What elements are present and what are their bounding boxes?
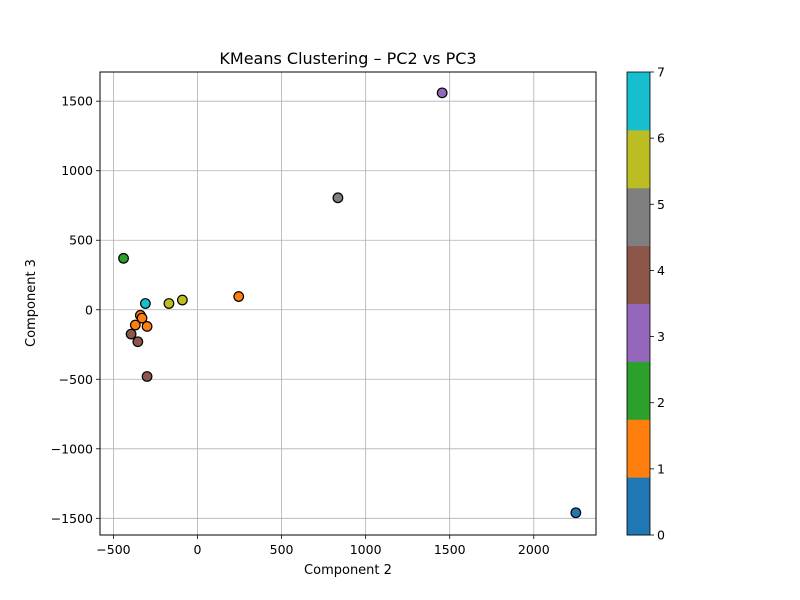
x-axis-title: Component 2 bbox=[304, 563, 392, 578]
colorbar-tick-label: 4 bbox=[657, 263, 665, 278]
x-tick-label: 0 bbox=[194, 542, 202, 557]
y-tick-label: 1000 bbox=[61, 163, 93, 178]
colorbar-segment bbox=[627, 303, 650, 362]
plot-area bbox=[99, 71, 597, 536]
colorbar-tick-label: 5 bbox=[657, 197, 665, 212]
colorbar-tick-label: 0 bbox=[657, 528, 665, 543]
data-point bbox=[233, 291, 245, 302]
data-point bbox=[139, 298, 151, 309]
colorbar-segment bbox=[627, 187, 650, 247]
data-point bbox=[332, 192, 344, 204]
colorbar: 0 1 2 3 4 5 6 7 bbox=[626, 65, 665, 543]
chart-title: KMeans Clustering – PC2 vs PC3 bbox=[219, 49, 476, 68]
data-point bbox=[570, 507, 582, 519]
y-tick-label: 0 bbox=[85, 302, 93, 317]
colorbar-tick-label: 7 bbox=[657, 65, 665, 80]
x-tick-label: 500 bbox=[270, 542, 294, 557]
data-point bbox=[125, 328, 137, 340]
data-point bbox=[118, 252, 129, 264]
x-tick-label: 2000 bbox=[518, 542, 550, 557]
colorbar-tick-label: 2 bbox=[657, 395, 665, 410]
colorbar-frame bbox=[626, 71, 651, 536]
data-point bbox=[136, 312, 148, 324]
colorbar-segment bbox=[627, 419, 650, 478]
x-tick-label: −500 bbox=[96, 542, 130, 557]
data-point bbox=[141, 371, 153, 382]
colorbar-segment bbox=[627, 361, 650, 420]
axis-ticks: −500 0 500 1000 1500 2000 −1500 −1000 −500 0 500 10… bbox=[51, 94, 550, 557]
y-tick-label: −500 bbox=[59, 372, 93, 387]
data-point bbox=[176, 294, 188, 306]
data-point bbox=[163, 298, 175, 309]
colorbar-segment bbox=[627, 72, 650, 131]
colorbar-tick-label: 3 bbox=[657, 329, 665, 344]
grid-lines bbox=[100, 72, 596, 535]
y-axis-title: Component 3 bbox=[24, 259, 39, 347]
y-tick-label: 500 bbox=[69, 233, 93, 248]
data-point bbox=[436, 87, 448, 99]
y-tick-label: 1500 bbox=[61, 94, 93, 109]
colorbar-segment bbox=[627, 477, 650, 536]
y-tick-label: −1000 bbox=[51, 441, 93, 456]
colorbar-segment bbox=[627, 129, 650, 189]
colorbar-segment bbox=[627, 245, 650, 304]
colorbar-tick-label: 6 bbox=[657, 131, 665, 146]
y-tick-label: −1500 bbox=[51, 511, 93, 526]
scatter-points bbox=[118, 87, 582, 519]
x-tick-label: 1000 bbox=[350, 542, 382, 557]
x-tick-label: 1500 bbox=[434, 542, 466, 557]
colorbar-tick-label: 1 bbox=[657, 461, 665, 476]
data-point bbox=[132, 336, 144, 348]
data-point bbox=[141, 321, 153, 332]
data-point bbox=[129, 319, 141, 331]
